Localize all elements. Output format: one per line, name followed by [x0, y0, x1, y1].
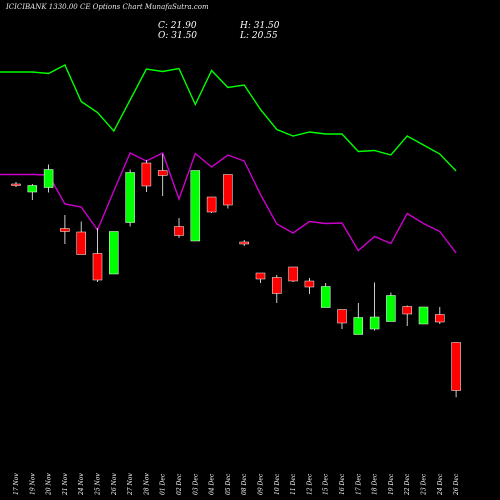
- candle-22-dec: [418, 306, 429, 325]
- candle-body: [386, 295, 396, 322]
- x-tick-label: 27 Nov: [127, 473, 134, 496]
- candle-19-dec: [386, 292, 396, 322]
- x-tick-label: 28 Nov: [143, 473, 150, 496]
- x-tick-label: 18 Dec: [372, 473, 379, 495]
- candle-23-dec: [435, 307, 445, 324]
- low-value: L: 20.55: [240, 31, 278, 41]
- candle-body: [288, 266, 298, 282]
- candle-body: [337, 309, 347, 324]
- candle-body: [451, 342, 461, 391]
- candle-body: [43, 169, 54, 188]
- candle-17-nov: [11, 182, 21, 187]
- open-value: O: 31.50: [158, 31, 198, 41]
- candle-20-dec: [402, 305, 412, 326]
- candle-11-dec: [288, 266, 298, 282]
- x-tick-label: 19 Dec: [388, 473, 395, 495]
- candle-28-nov: [141, 160, 152, 192]
- candle-body: [320, 286, 331, 308]
- candle-09-dec: [255, 272, 266, 283]
- x-tick-label: 24 Dec: [437, 473, 444, 496]
- x-tick-label: 15 Dec: [323, 473, 330, 495]
- x-tick-label: 25 Nov: [95, 473, 102, 496]
- candle-body: [402, 306, 412, 315]
- x-tick-label: 02 Dec: [176, 473, 183, 495]
- x-tick-label: 03 Dec: [192, 473, 199, 495]
- candle-12-dec: [304, 278, 315, 294]
- candle-body: [435, 314, 445, 323]
- x-tick-label: 19 Nov: [29, 473, 36, 495]
- candle-04-dec: [206, 196, 217, 213]
- candle-body: [418, 306, 429, 325]
- candle-body: [27, 185, 38, 193]
- candle-body: [369, 316, 380, 330]
- candle-body: [109, 231, 119, 275]
- candle-body: [141, 162, 152, 187]
- x-tick-label: 24 Nov: [78, 473, 85, 496]
- x-tick-label: 16 Dec: [339, 473, 346, 495]
- x-tick-label: 11 Dec: [290, 473, 297, 495]
- candle-body: [157, 170, 168, 176]
- x-tick-label: 04 Dec: [209, 473, 216, 495]
- candle-16-dec: [337, 309, 347, 329]
- candle-05-dec: [223, 174, 233, 209]
- candle-21-nov: [60, 215, 70, 244]
- moving-average-line-2: [0, 152, 457, 254]
- candle-body: [255, 272, 266, 280]
- x-tick-label: 12 Dec: [306, 473, 313, 495]
- candle-body: [190, 170, 201, 242]
- candle-body: [60, 228, 70, 232]
- x-tick-label: 10 Dec: [274, 473, 281, 495]
- candle-body: [239, 241, 249, 245]
- candle-body: [125, 172, 135, 223]
- candle-body: [11, 183, 21, 186]
- x-tick-label: 09 Dec: [258, 473, 265, 495]
- x-tick-label: 01 Dec: [160, 473, 167, 495]
- high-value: H: 31.50: [240, 21, 280, 31]
- x-tick-label: 23 Dec: [421, 473, 428, 496]
- x-tick-label: 05 Dec: [225, 473, 232, 495]
- moving-average-line-1: [0, 64, 457, 172]
- x-tick-label: 26 Nov: [111, 473, 118, 496]
- candle-25-nov: [92, 228, 103, 282]
- x-tick-label: 20 Nov: [46, 473, 53, 496]
- x-tick-label: 08 Dec: [241, 473, 248, 495]
- candle-26-dec: [451, 342, 461, 398]
- candle-19-nov: [27, 184, 38, 200]
- candle-15-dec: [320, 283, 331, 308]
- x-tick-label: 17 Nov: [13, 473, 20, 495]
- chart-title: ICICIBANK 1330.00 CE Options Chart Munaf…: [6, 3, 209, 11]
- candle-body: [272, 277, 282, 294]
- candle-02-dec: [174, 218, 184, 238]
- candle-01-dec: [157, 154, 168, 196]
- candle-layer: [11, 154, 461, 398]
- x-tick-label: 21 Nov: [62, 473, 69, 496]
- candle-18-dec: [369, 282, 380, 331]
- candle-body: [304, 280, 315, 288]
- candle-17-dec: [353, 303, 364, 335]
- x-axis-labels: 17 Nov 19 Nov 20 Nov 21 Nov 24 Nov 25 Nov 26 N…: [13, 473, 460, 496]
- candle-27-nov: [125, 169, 135, 227]
- candle-08-dec: [239, 240, 249, 246]
- candle-body: [206, 196, 217, 213]
- candle-body: [76, 231, 86, 255]
- candle-body: [92, 253, 103, 281]
- x-tick-label: 26 Dec: [453, 473, 460, 496]
- candle-03-dec: [190, 170, 201, 242]
- candle-body: [353, 317, 364, 335]
- candle-body: [174, 226, 184, 236]
- close-value: C: 21.90: [158, 21, 197, 31]
- candle-24-nov: [76, 221, 86, 255]
- moving-average-layer: [0, 64, 457, 254]
- candle-10-dec: [272, 275, 282, 303]
- candle-20-nov: [43, 164, 54, 193]
- x-tick-label: 17 Dec: [355, 473, 362, 495]
- candle-body: [223, 174, 233, 206]
- x-tick-label: 22 Dec: [404, 473, 411, 496]
- candle-26-nov: [109, 231, 119, 275]
